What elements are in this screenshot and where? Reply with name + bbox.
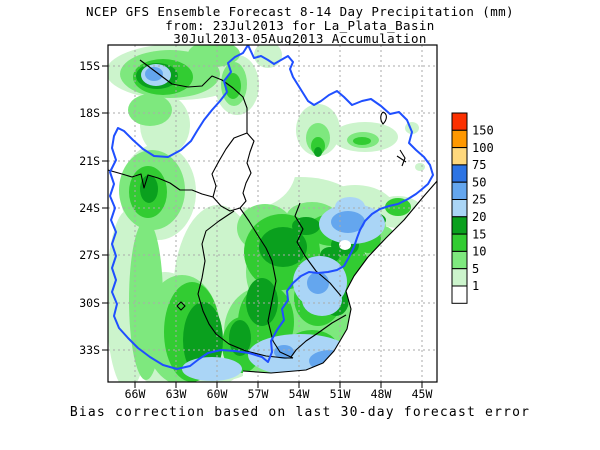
legend-swatch-15 [451, 216, 468, 235]
legend-swatch-75 [451, 147, 468, 166]
lon-label: 54W [289, 387, 310, 401]
lat-label: 24S [79, 201, 100, 215]
lon-label: 48W [371, 387, 392, 401]
longitude-axis: 66W 63W 60W 57W 54W 51W 48W 45W [125, 387, 433, 401]
lon-label: 57W [248, 387, 269, 401]
graticule-grid [108, 45, 437, 382]
dry-spot [339, 240, 351, 250]
legend-label: 100 [472, 141, 494, 155]
legend-swatch-50 [451, 164, 468, 183]
lat-label: 27S [79, 248, 100, 262]
title-line-1: NCEP GFS Ensemble Forecast 8-14 Day Prec… [86, 4, 514, 19]
lat-label: 21S [79, 154, 100, 168]
legend-swatch-150plus [451, 112, 468, 131]
legend-swatch-1 [451, 268, 468, 287]
title-line-2: from: 23Jul2013 for La_Plata_Basin [165, 18, 434, 33]
legend-label: 25 [472, 193, 486, 207]
legend-label: 5 [472, 262, 479, 276]
lat-label: 33S [79, 343, 100, 357]
legend-label: 50 [472, 175, 486, 189]
legend-swatch-25 [451, 181, 468, 200]
lon-label: 60W [207, 387, 228, 401]
lon-label: 66W [125, 387, 146, 401]
legend-swatch-5 [451, 250, 468, 270]
country-borders [108, 59, 437, 374]
legend-label: 15 [472, 227, 486, 241]
legend-label: 10 [472, 245, 486, 259]
latitude-axis: 15S 18S 21S 24S 27S 30S 33S [79, 59, 100, 357]
bias-correction-caption: Bias correction based on last 30-day for… [70, 405, 530, 420]
legend-swatch-20 [451, 199, 468, 218]
legend-swatch-10 [451, 233, 468, 252]
ocean-area [243, 181, 437, 382]
lon-label: 63W [166, 387, 187, 401]
axis-tick-marks [102, 65, 423, 388]
lon-label: 51W [330, 387, 351, 401]
legend-label: 1 [472, 279, 479, 293]
legend-label: 150 [472, 124, 494, 138]
dry-area-paraguay [208, 128, 296, 208]
map-canvas [108, 45, 437, 382]
lat-label: 18S [79, 106, 100, 120]
legend-swatch-0 [451, 285, 468, 304]
basin-outline [109, 45, 434, 370]
legend-labels: 150 100 75 50 25 20 15 10 5 1 [472, 124, 494, 294]
lat-label: 30S [79, 296, 100, 310]
title-line-3: 30Jul2013-05Aug2013 Accumulation [173, 31, 427, 46]
legend-swatches [451, 112, 468, 304]
legend-label: 20 [472, 210, 486, 224]
legend-label: 75 [472, 158, 486, 172]
map-frame [107, 44, 438, 383]
color-legend: 150 100 75 50 25 20 15 10 5 1 [451, 112, 494, 304]
lon-label: 45W [412, 387, 433, 401]
lat-label: 15S [79, 59, 100, 73]
legend-swatch-100 [451, 129, 468, 149]
